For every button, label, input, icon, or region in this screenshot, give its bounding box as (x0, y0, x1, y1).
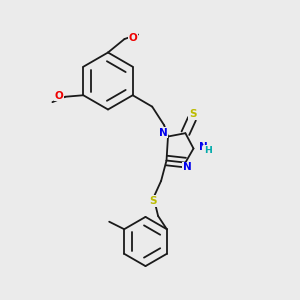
Text: N: N (199, 142, 208, 152)
Text: H: H (204, 146, 212, 155)
Text: N: N (182, 162, 191, 172)
Text: S: S (150, 196, 157, 206)
Text: N: N (159, 128, 168, 138)
Text: S: S (189, 109, 196, 119)
Text: O: O (128, 33, 137, 43)
Text: O: O (54, 91, 63, 101)
